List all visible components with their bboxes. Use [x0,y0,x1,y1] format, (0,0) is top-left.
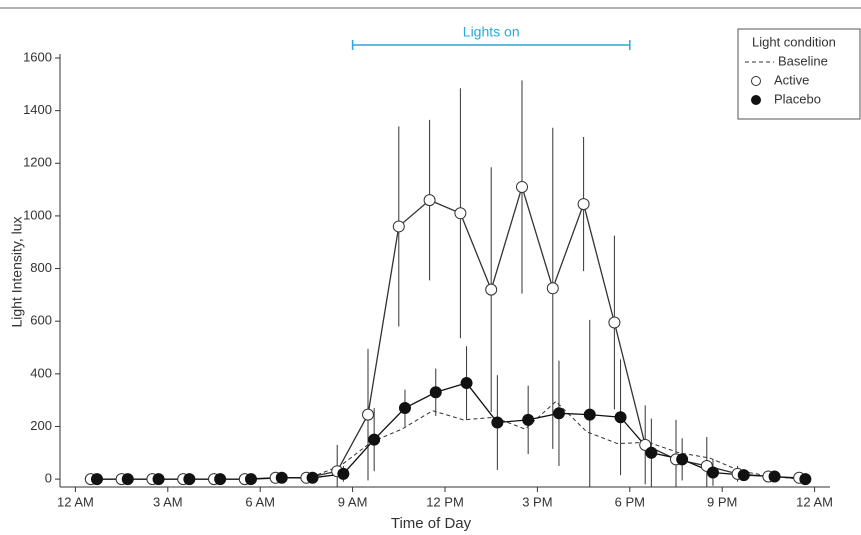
legend-swatch [751,95,761,105]
series-line [93,400,803,480]
y-tick-label: 200 [30,418,52,433]
data-point [460,377,473,390]
data-point [244,473,257,486]
annotation-label: Lights on [463,24,520,40]
legend-label: Baseline [778,53,828,68]
x-axis-label: Time of Day [391,515,472,532]
data-point [392,220,405,233]
data-point [639,438,652,451]
data-point [583,408,596,421]
x-tick-label: 12 AM [796,494,833,509]
data-point [183,473,196,486]
data-point [768,470,781,483]
x-tick-label: 12 AM [57,494,94,509]
y-tick-label: 1200 [23,155,52,170]
data-point [552,407,565,420]
legend-label: Active [774,72,809,87]
x-tick-label: 6 PM [615,494,645,509]
data-point [90,473,103,486]
y-tick-label: 1000 [23,207,52,222]
y-tick-label: 600 [30,313,52,328]
data-point [485,283,498,296]
data-point [423,194,436,207]
data-point [491,416,504,429]
data-point [546,282,559,295]
data-point [362,408,374,421]
data-point [706,466,719,479]
plot [84,80,812,487]
y-tick-label: 1400 [23,102,52,117]
data-point [799,473,812,486]
series-line [90,184,800,480]
data-point [121,473,134,486]
data-point [608,316,621,329]
data-point [676,453,689,466]
data-point [522,413,535,426]
y-axis-label: Light Intensity, lux [9,216,25,327]
data-point [645,446,658,459]
data-point [516,180,528,193]
x-tick-label: 3 PM [522,494,552,509]
data-point [737,469,750,482]
x-tick-label: 12 PM [426,494,464,509]
legend-label: Placebo [774,91,821,106]
data-point [337,467,350,480]
y-tick-label: 0 [45,471,52,486]
data-point [368,433,381,446]
data-point [152,473,165,486]
data-point [398,402,411,415]
x-tick-label: 9 PM [707,494,737,509]
data-point [429,386,442,399]
data-point [275,471,288,484]
data-point [577,198,590,211]
x-tick-label: 3 AM [153,494,183,509]
data-point [214,473,227,486]
data-point [306,471,319,484]
legend-swatch [751,76,761,86]
y-tick-label: 1600 [23,49,52,64]
x-tick-label: 6 AM [245,494,275,509]
data-point [614,411,627,424]
y-tick-label: 400 [30,365,52,380]
y-tick-label: 800 [30,260,52,275]
legend-title: Light condition [752,34,836,49]
x-tick-label: 9 AM [338,494,368,509]
data-point [454,207,467,220]
